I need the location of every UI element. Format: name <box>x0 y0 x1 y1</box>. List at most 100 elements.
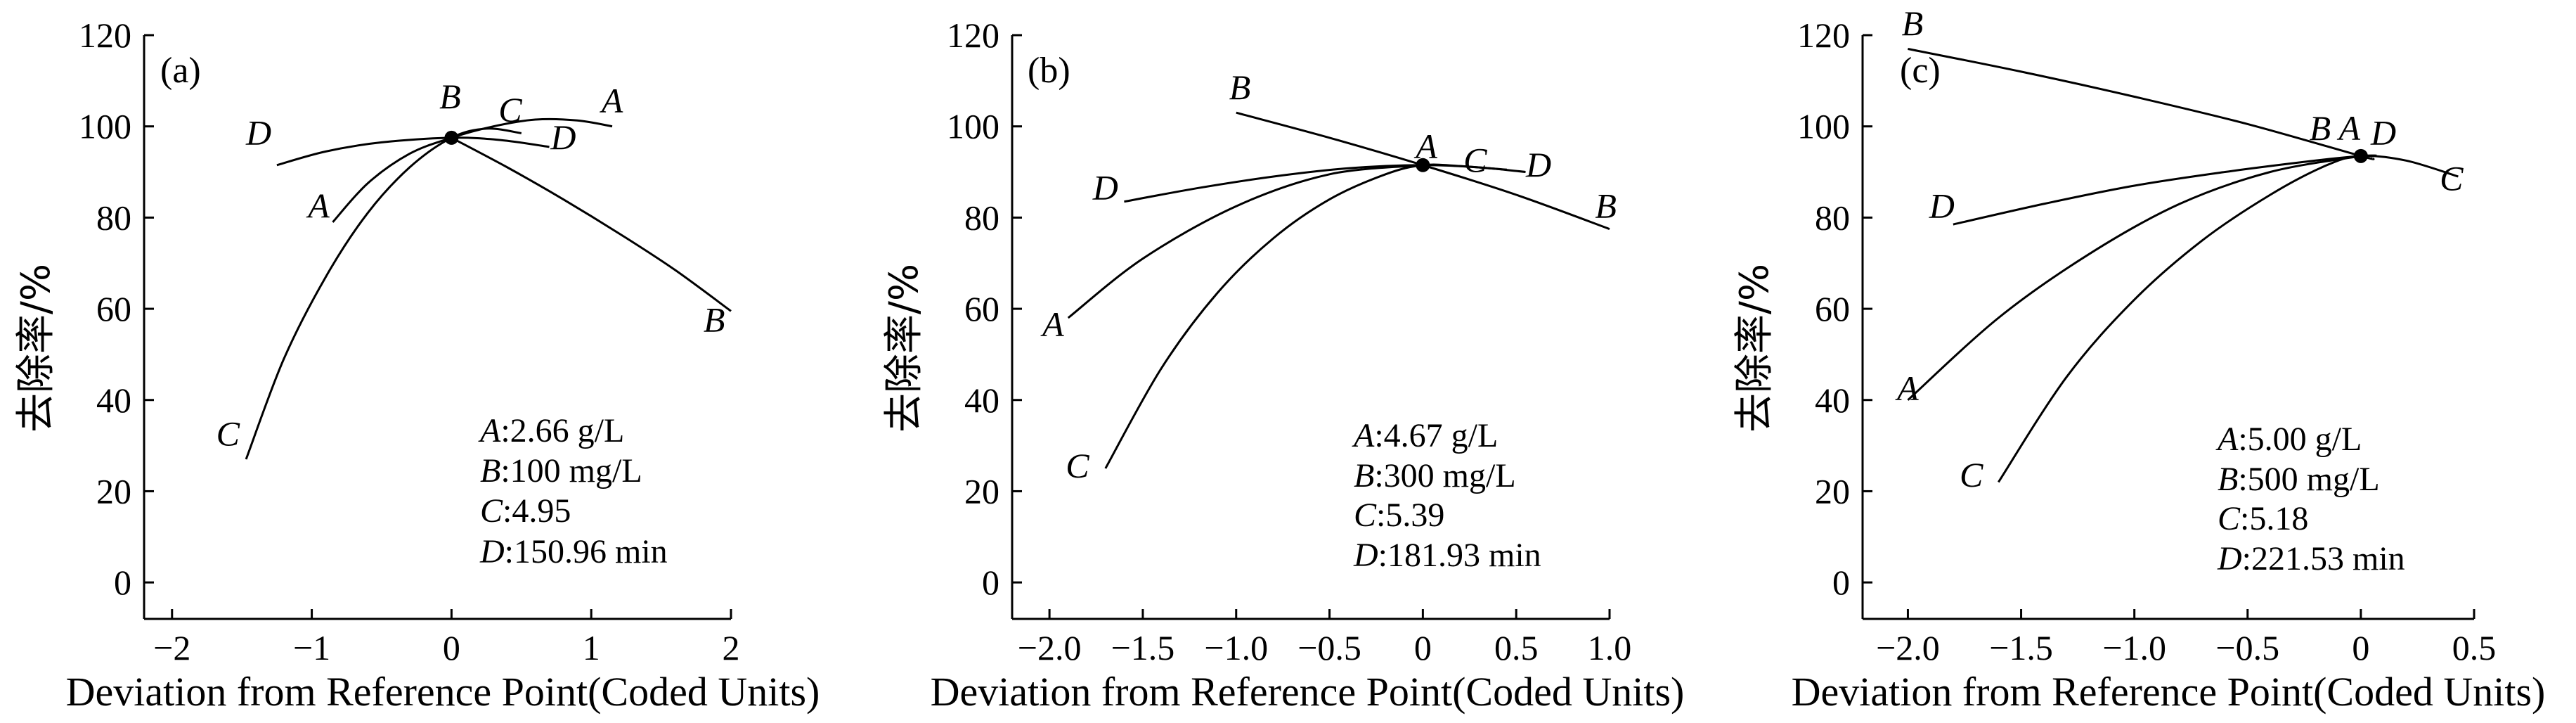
x-tick-label: −2 <box>153 628 190 667</box>
factor-level-a: A:2.66 g/L <box>478 412 624 449</box>
y-tick-label: 60 <box>1815 289 1850 328</box>
series-label-c: C <box>1463 141 1487 180</box>
y-tick-label: 20 <box>1815 471 1850 511</box>
series-line-c <box>245 127 522 460</box>
y-tick-label: 40 <box>1815 380 1850 420</box>
factor-level-c: C:5.18 <box>2218 500 2308 537</box>
series-label-a: A <box>1413 127 1437 166</box>
series-label-c: C <box>1960 455 1983 494</box>
series-label-c: C <box>216 414 240 454</box>
x-tick-label: 0.5 <box>1494 628 1539 667</box>
series-line-d <box>1953 154 2377 226</box>
series-label-d: D <box>550 117 576 157</box>
series-label-b: B <box>2310 108 2331 148</box>
factor-level-d: D:221.53 min <box>2217 540 2405 577</box>
series-line-d <box>1124 164 1526 203</box>
x-tick-label: 0.5 <box>2452 628 2497 667</box>
x-tick-label: −1.5 <box>1111 628 1175 667</box>
y-tick-label: 80 <box>964 198 999 237</box>
series-line-c <box>1998 155 2459 483</box>
x-tick-label: −1 <box>293 628 330 667</box>
series-line-a <box>1907 155 2362 401</box>
x-tick-label: 0 <box>1414 628 1432 667</box>
x-tick-label: 0 <box>2352 628 2369 667</box>
y-tick-label: 100 <box>1797 107 1850 146</box>
panel-label: (b) <box>1028 51 1070 91</box>
x-tick-label: −1.5 <box>1989 628 2053 667</box>
series-line-a <box>332 117 613 223</box>
series-line-b <box>1908 48 2375 160</box>
series-label-c: C <box>1066 446 1089 485</box>
y-tick-label: 20 <box>964 471 999 511</box>
factor-level-b: B:500 mg/L <box>2218 461 2380 498</box>
x-tick-label: 1.0 <box>1588 628 1632 667</box>
x-tick-label: 0 <box>443 628 460 667</box>
reference-point-marker <box>1416 158 1430 172</box>
series-label-d: D <box>1929 186 1955 225</box>
factor-level-c: C:5.39 <box>1354 497 1444 534</box>
series-label-a: A <box>1040 305 1064 344</box>
reference-point-marker <box>444 130 459 145</box>
y-tick-label: 60 <box>96 289 131 328</box>
x-tick-label: −0.5 <box>1297 628 1361 667</box>
y-tick-label: 40 <box>96 380 131 420</box>
chart-panel-3: 0 20 40 60 80 100 120 −2.0 −1.5 −1.0 −0.5 0 0.5Devia… <box>1732 4 2545 715</box>
y-tick-label: 80 <box>96 198 131 237</box>
reference-point-marker <box>2353 148 2368 163</box>
x-tick-label: −1.0 <box>2102 628 2166 667</box>
series-label-b: B <box>704 300 725 339</box>
y-tick-label: 0 <box>114 563 131 602</box>
series-label-a: A <box>600 81 623 120</box>
x-tick-label: 1 <box>583 628 600 667</box>
factor-level-a: A:4.67 g/L <box>1352 417 1498 454</box>
series-label-b: B <box>1902 4 1924 43</box>
y-tick-label: 100 <box>947 107 999 146</box>
factor-level-c: C:4.95 <box>480 492 571 530</box>
x-axis-title: Deviation from Reference Point(Coded Uni… <box>931 669 1685 715</box>
factor-level-b: B:100 mg/L <box>480 452 642 490</box>
y-axis-title: 去除率/% <box>881 264 927 433</box>
y-axis-title: 去除率/% <box>13 264 59 433</box>
x-tick-label: −2.0 <box>1876 628 1940 667</box>
y-tick-label: 0 <box>1832 563 1850 602</box>
factor-level-d: D:181.93 min <box>1353 537 1541 574</box>
factor-level-b: B:300 mg/L <box>1354 457 1516 494</box>
x-tick-label: 2 <box>723 628 740 667</box>
series-label-c: C <box>2440 158 2464 198</box>
series-label-a: A <box>306 186 330 225</box>
panel-label: (a) <box>160 51 201 91</box>
panel-label: (c) <box>1900 51 1941 91</box>
series-label-b: B <box>1595 186 1617 225</box>
series-line-d <box>276 136 550 167</box>
y-tick-label: 100 <box>79 107 131 146</box>
series-line-a <box>1067 164 1423 319</box>
y-tick-label: 80 <box>1815 198 1850 237</box>
y-tick-label: 120 <box>1797 15 1850 55</box>
y-tick-label: 20 <box>96 471 131 511</box>
series-label-b: B <box>1229 68 1251 107</box>
series-line-b <box>451 136 732 312</box>
series-label-b: B <box>439 77 461 116</box>
series-label-d: D <box>1525 145 1551 184</box>
x-tick-label: −0.5 <box>2215 628 2279 667</box>
x-axis-title: Deviation from Reference Point(Coded Uni… <box>1792 669 2546 715</box>
x-axis-title: Deviation from Reference Point(Coded Uni… <box>66 669 820 715</box>
series-label-d: D <box>2370 113 2396 153</box>
factor-level-a: A:5.00 g/L <box>2215 421 2362 458</box>
series-label-a: A <box>2337 108 2361 148</box>
series-label-a: A <box>1895 369 1919 408</box>
factor-level-d: D:150.96 min <box>479 533 668 570</box>
y-tick-label: 0 <box>982 563 999 602</box>
x-tick-label: −1.0 <box>1204 628 1268 667</box>
y-tick-label: 120 <box>947 15 999 55</box>
series-label-c: C <box>498 90 522 129</box>
chart-panel-2: 0 20 40 60 80 100 120 −2.0 −1.5 −1.0 −0.5 0 0.5 1.0De… <box>881 15 1684 715</box>
series-label-d: D <box>245 113 271 153</box>
x-tick-label: −2.0 <box>1018 628 1082 667</box>
series-label-d: D <box>1092 167 1118 207</box>
y-tick-label: 60 <box>964 289 999 328</box>
y-axis-title: 去除率/% <box>1732 264 1778 433</box>
y-tick-label: 120 <box>79 15 131 55</box>
